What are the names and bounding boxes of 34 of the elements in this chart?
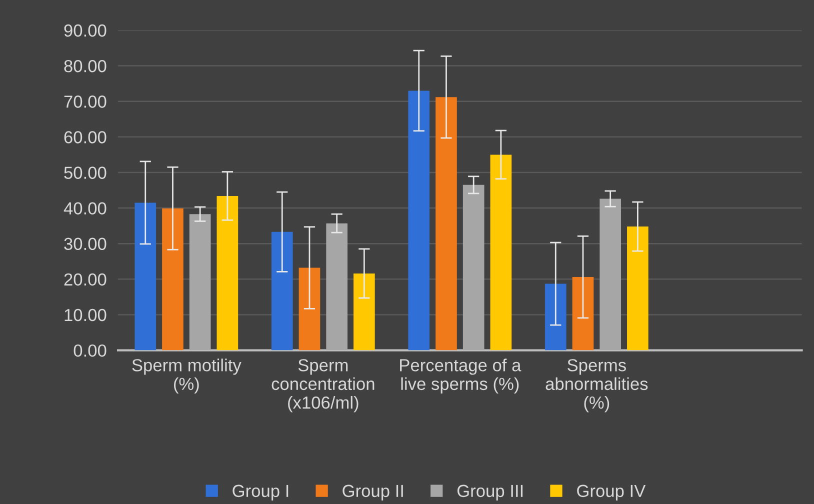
y-tick-label: 10.00 [64, 308, 106, 322]
legend-label: Group II [342, 484, 403, 501]
x-tick-label: Sperms abnormalities (%) [546, 359, 648, 412]
bar [462, 184, 484, 350]
bar [408, 90, 430, 350]
x-tick-label: Sperm motility (%) [132, 358, 242, 394]
bar [600, 198, 622, 350]
y-tick-label: 50.00 [64, 166, 106, 179]
y-tick-label: 40.00 [64, 202, 106, 214]
x-tick-label: Percentage of a live sperms (%) [400, 358, 522, 394]
bar [572, 277, 594, 350]
bar [490, 154, 512, 350]
legend-label: Group III [457, 484, 523, 501]
bar [354, 273, 375, 350]
bar [627, 226, 648, 350]
y-tick-label: 60.00 [64, 131, 106, 144]
legend-label: Group I [232, 484, 288, 501]
bar [216, 196, 238, 350]
bar [544, 284, 566, 350]
bar [298, 268, 320, 350]
bar [326, 223, 348, 350]
bar [189, 214, 211, 350]
bar [134, 202, 156, 350]
bar [436, 97, 457, 350]
y-tick-label: 20.00 [64, 273, 106, 286]
bar [271, 232, 293, 350]
legend-label: Group IV [577, 484, 646, 501]
y-tick-label: 0.00 [74, 344, 106, 357]
y-tick-label: 70.00 [64, 96, 106, 108]
y-tick-label: 90.00 [64, 24, 106, 37]
y-tick-label: 80.00 [64, 60, 106, 72]
y-tick-label: 30.00 [64, 238, 106, 250]
bar [162, 208, 184, 350]
x-tick-label: Sperm concentration (x106/ml) [272, 359, 374, 412]
